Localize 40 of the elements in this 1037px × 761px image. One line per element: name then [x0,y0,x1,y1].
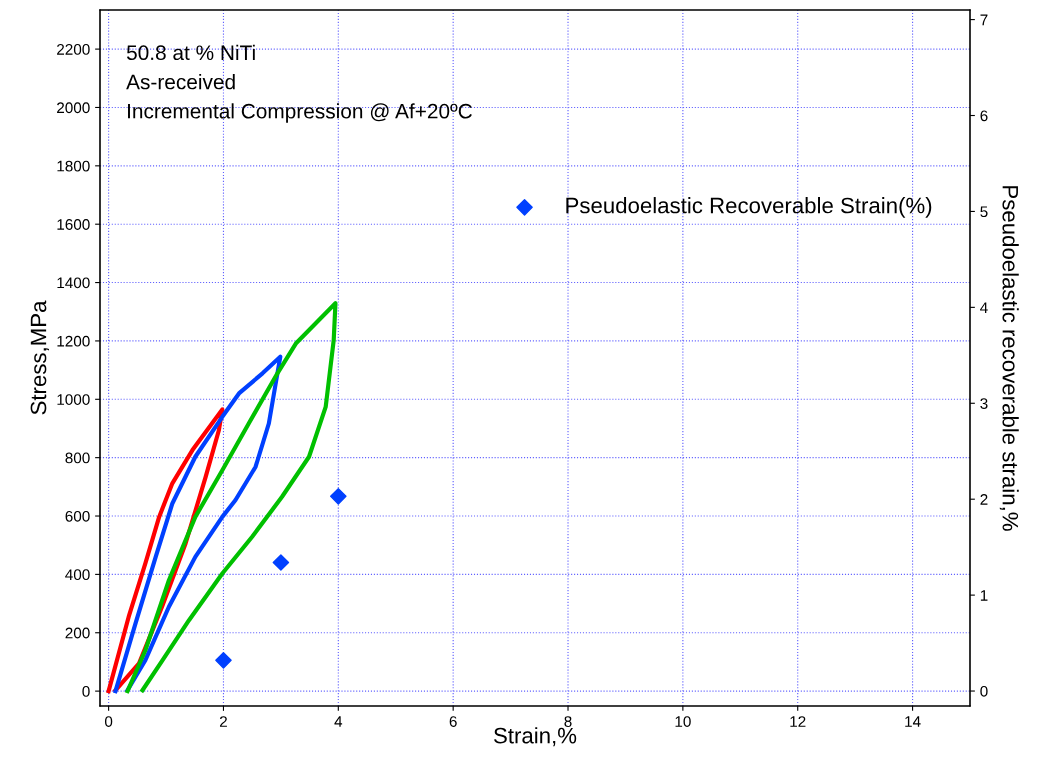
x-tick-label: 0 [104,716,113,727]
y-tick-label: 1000 [57,394,90,405]
x-tick-label: 10 [675,716,691,727]
y-tick-label: 2200 [57,43,90,55]
y-tick-label: 1400 [57,277,90,289]
point [272,554,290,571]
y-axis-title: Stress,MPa [30,300,49,415]
point [330,488,347,505]
x-tick-label: 12 [790,716,806,727]
y2-tick-label: 2 [980,494,988,505]
y-tick-label: 1600 [57,219,90,230]
y2-tick-label: 0 [980,685,988,697]
line-series [125,301,338,694]
y2-tick-label: 6 [980,110,988,122]
legend-label: Pseudoelastic Recoverable Strain(%) [566,197,932,218]
y2-tick-label: 5 [980,206,988,218]
line-series [113,354,283,694]
y2-tick-label: 3 [980,398,988,409]
x-tick-label: 8 [564,716,572,727]
y2-tick-label: 1 [980,590,988,601]
y-tick-label: 2000 [57,102,90,114]
annotation: Incremental Compression @ Af+20ºC [128,103,472,123]
y2-tick-label: 4 [980,302,988,313]
y-tick-label: 1800 [57,160,90,172]
x-tick-label: 6 [449,716,457,727]
y-tick-label: 200 [65,627,90,639]
y-tick-label: 0 [82,685,90,697]
x-axis-title: Strain,% [494,727,577,747]
annotation: As-received [126,74,235,90]
x-tick-label: 4 [334,716,343,727]
y-tick-label: 400 [65,569,90,581]
y2-axis-title: Pseudoelastic recoverable strain,% [999,186,1019,531]
annotation: 50.8 at % NiTi [126,44,255,61]
y-tick-label: 1200 [57,335,90,347]
y2-tick-label: 7 [980,14,988,26]
y-tick-label: 800 [65,452,90,464]
x-tick-label: 14 [905,716,921,727]
x-tick-label: 2 [219,716,227,727]
point [215,652,232,669]
y-tick-label: 600 [65,510,90,522]
